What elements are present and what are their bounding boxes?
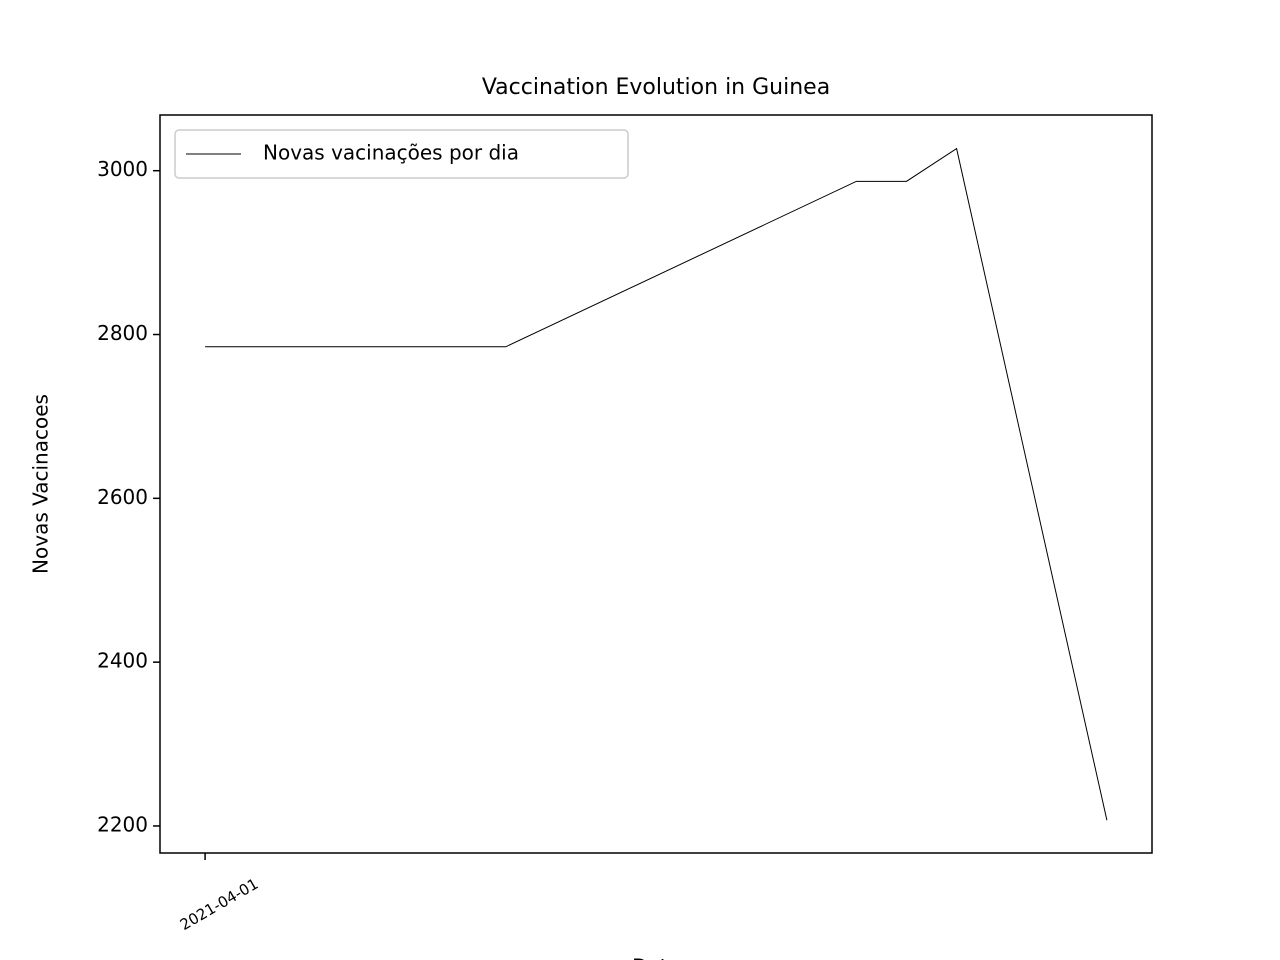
y-tick-label: 2800 [97,321,148,345]
y-tick-label: 2400 [97,649,148,673]
x-axis-label: Date [632,955,680,960]
y-tick-label: 3000 [97,157,148,181]
plot-frame [159,114,1153,854]
y-tick-label: 2600 [97,485,148,509]
legend-box [174,129,629,179]
legend-label: Novas vacinações por dia [263,141,519,165]
data-line [205,147,1108,821]
chart-title: Vaccination Evolution in Guinea [482,75,830,100]
x-tick-label: 2021-04-01 [177,875,262,934]
y-tick-label: 2200 [97,812,148,836]
y-axis-label: Novas Vacinacoes [29,394,53,574]
